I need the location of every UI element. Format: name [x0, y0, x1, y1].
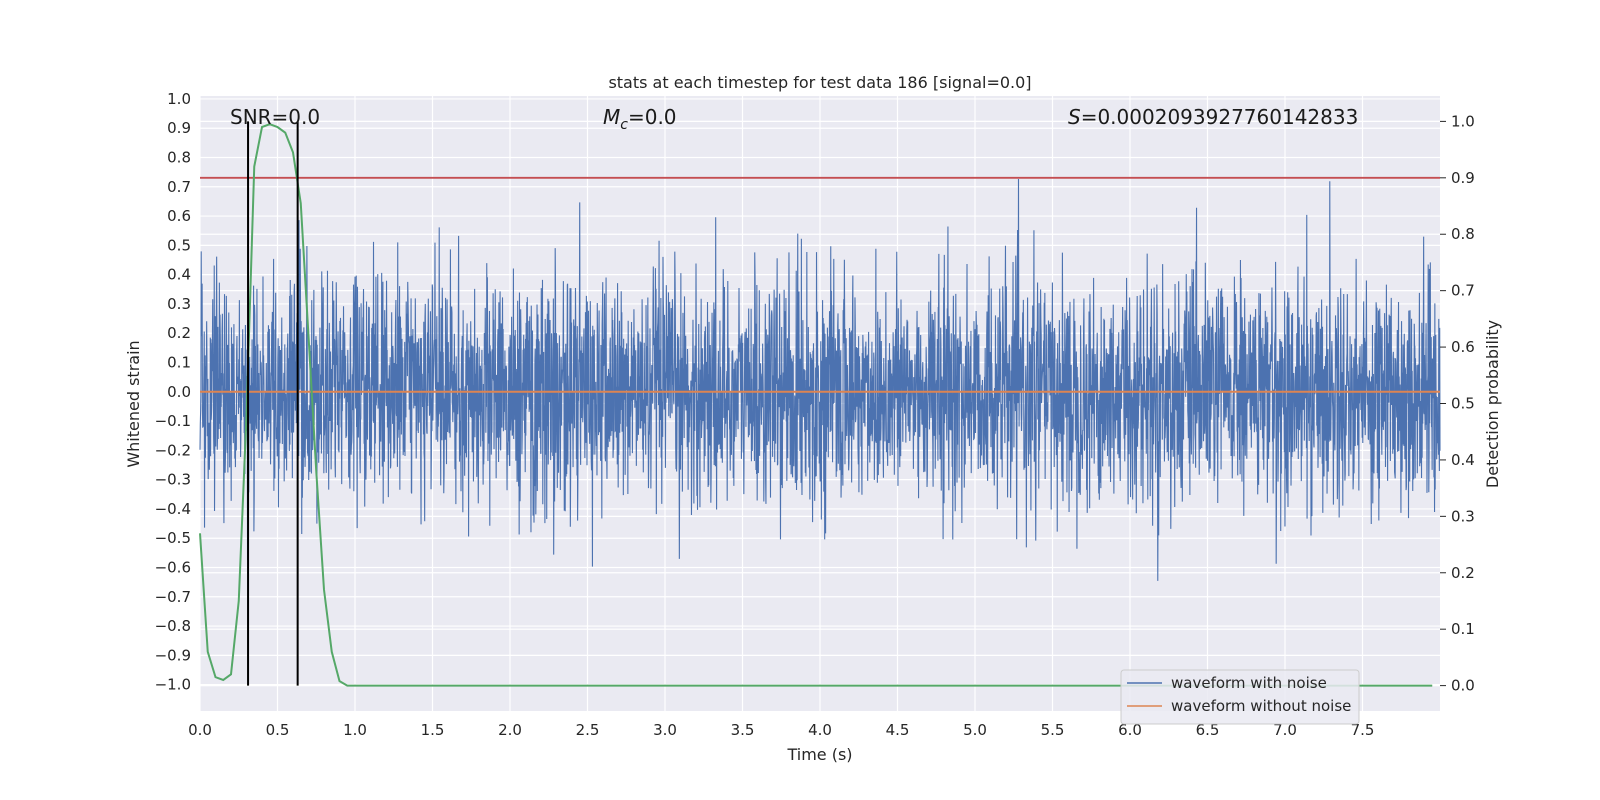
x-axis-ticks: 0.0 0.5 1.0 1.5 2.0 2.5 3.0 3.5 4.0 4.5 5.0 5.5 6.0 6… — [188, 721, 1374, 739]
y-tick-label: −1.0 — [155, 676, 191, 694]
y-tick-label: −0.5 — [155, 529, 191, 547]
y2-tick-label: 0.7 — [1451, 282, 1475, 300]
s-value: =0.0002093927760142833 — [1081, 105, 1359, 129]
legend-label-waveform-without-noise: waveform without noise — [1171, 697, 1351, 715]
y2-axis-label: Detection probability — [1483, 320, 1502, 488]
y-tick-label: 0.4 — [167, 266, 191, 284]
y-tick-label: 0.3 — [167, 295, 191, 313]
y2-tick-label: 0.0 — [1451, 677, 1475, 695]
y-tick-label: 0.9 — [167, 119, 191, 137]
y-axis-label: Whitened strain — [124, 340, 143, 467]
x-tick-label: 2.5 — [576, 721, 600, 739]
x-tick-label: 0.0 — [188, 721, 212, 739]
y2-axis-ticks: 1.0 0.9 0.8 0.7 0.6 0.5 0.4 0.3 0.2 0.1 0.0 — [1440, 112, 1475, 695]
noise-waveform-line — [199, 178, 1441, 581]
detection-probability-line — [199, 123, 1433, 687]
y-tick-label: 1.0 — [167, 90, 191, 108]
y2-tick-label: 0.4 — [1451, 451, 1475, 469]
x-tick-label: 4.5 — [886, 721, 910, 739]
mc-annotation: Mc=0.0 — [603, 105, 677, 133]
y-tick-label: 0.0 — [167, 383, 191, 401]
legend-box — [1120, 669, 1360, 725]
x-tick-label: 7.0 — [1273, 721, 1297, 739]
x-tick-label: 1.0 — [343, 721, 367, 739]
y2-tick-label: 0.1 — [1451, 620, 1475, 638]
y-tick-label: 0.2 — [167, 324, 191, 342]
y2-tick-label: 0.9 — [1451, 169, 1475, 187]
y-tick-label: −0.7 — [155, 588, 191, 606]
x-tick-label: 1.5 — [421, 721, 445, 739]
chart-title: stats at each timestep for test data 186… — [608, 73, 1031, 92]
y-tick-label: −0.3 — [155, 471, 191, 489]
x-tick-label: 3.0 — [653, 721, 677, 739]
y-tick-label: −0.4 — [155, 500, 191, 518]
mc-value: =0.0 — [628, 105, 677, 129]
x-tick-label: 2.0 — [498, 721, 522, 739]
y-tick-label: −0.8 — [155, 617, 191, 635]
x-tick-label: 3.5 — [731, 721, 755, 739]
x-tick-label: 6.5 — [1196, 721, 1220, 739]
y-tick-label: 0.6 — [167, 207, 191, 225]
series-waveform-with-noise — [199, 178, 1441, 581]
x-axis-label: Time (s) — [786, 745, 852, 764]
y2-tick-label: 0.2 — [1451, 564, 1475, 582]
y-tick-label: 0.1 — [167, 354, 191, 372]
x-tick-label: 7.5 — [1351, 721, 1375, 739]
overlay-lines — [199, 121, 1440, 687]
y2-tick-label: 0.5 — [1451, 395, 1475, 413]
legend: waveform with noise waveform without noi… — [1120, 669, 1360, 725]
y-tick-label: −0.6 — [155, 559, 191, 577]
y-tick-label: 0.8 — [167, 149, 191, 167]
y2-tick-label: 0.8 — [1451, 225, 1475, 243]
legend-label-waveform-with-noise: waveform with noise — [1171, 674, 1327, 692]
snr-annotation: SNR=0.0 — [230, 105, 320, 129]
y-axis-ticks: 1.0 0.9 0.8 0.7 0.6 0.5 0.4 0.3 0.2 0.1 0.0 −0.1 −0.… — [155, 90, 191, 694]
x-tick-label: 0.5 — [266, 721, 290, 739]
x-tick-label: 5.5 — [1041, 721, 1065, 739]
y2-tick-label: 1.0 — [1451, 112, 1475, 130]
y-tick-label: −0.1 — [155, 412, 191, 430]
x-tick-label: 6.0 — [1118, 721, 1142, 739]
mc-subscript: c — [620, 117, 628, 133]
x-tick-label: 4.0 — [808, 721, 832, 739]
y-tick-label: 0.7 — [167, 178, 191, 196]
s-annotation: S=0.0002093927760142833 — [1068, 105, 1358, 129]
s-symbol: S — [1068, 105, 1081, 129]
y-tick-label: −0.2 — [155, 441, 191, 459]
mc-symbol: M — [603, 105, 620, 129]
y2-tick-label: 0.6 — [1451, 338, 1475, 356]
y-tick-label: 0.5 — [167, 236, 191, 254]
y-tick-label: −0.9 — [155, 646, 191, 664]
x-tick-label: 5.0 — [963, 721, 987, 739]
y2-tick-label: 0.3 — [1451, 507, 1475, 525]
